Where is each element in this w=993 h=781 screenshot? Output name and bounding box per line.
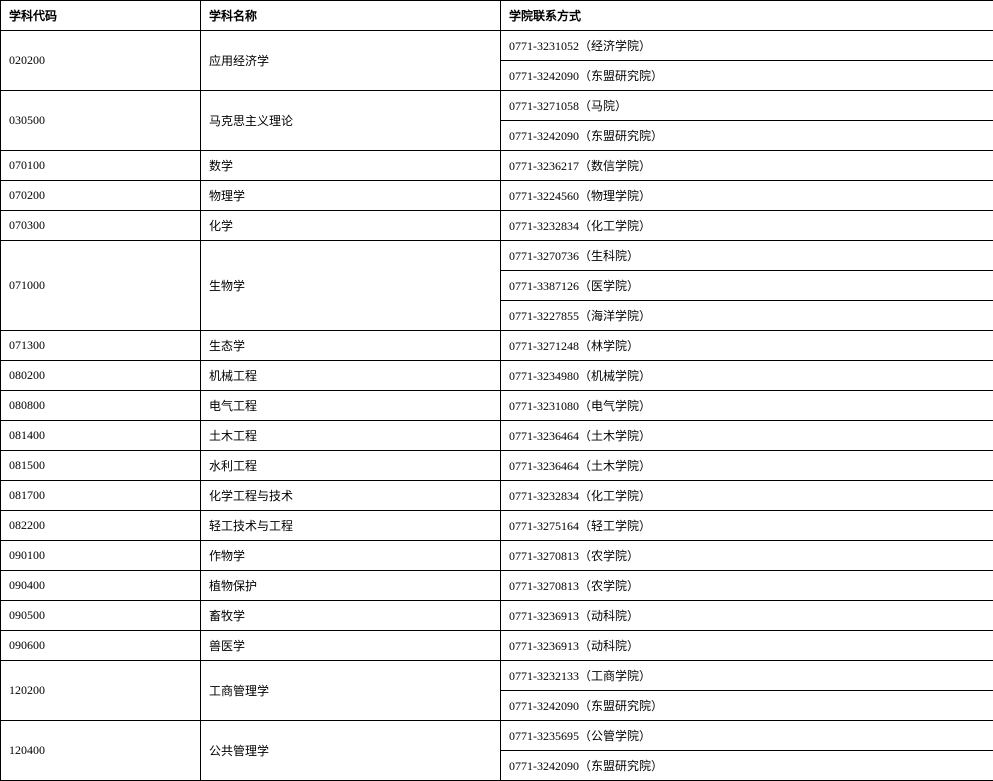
table-row: 090500畜牧学0771-3236913（动科院）: [1, 601, 993, 631]
table-row: 090100作物学0771-3270813（农学院）: [1, 541, 993, 571]
cell-name: 数学: [201, 151, 501, 181]
cell-contact: 0771-3234980（机械学院）: [501, 361, 993, 391]
cell-name: 化学: [201, 211, 501, 241]
table-row: 080200机械工程0771-3234980（机械学院）: [1, 361, 993, 391]
cell-code: 082200: [1, 511, 201, 541]
table-row: 030500马克思主义理论0771-3271058（马院）: [1, 91, 993, 121]
cell-contact: 0771-3242090（东盟研究院）: [501, 691, 993, 721]
cell-name: 土木工程: [201, 421, 501, 451]
cell-code: 120400: [1, 721, 201, 781]
table-row: 090400植物保护0771-3270813（农学院）: [1, 571, 993, 601]
table-row: 120400公共管理学0771-3235695（公管学院）: [1, 721, 993, 751]
table-row: 081400土木工程0771-3236464（土木学院）: [1, 421, 993, 451]
cell-code: 070100: [1, 151, 201, 181]
cell-contact: 0771-3236217（数信学院）: [501, 151, 993, 181]
cell-name: 公共管理学: [201, 721, 501, 781]
cell-contact: 0771-3275164（轻工学院）: [501, 511, 993, 541]
table-header-row: 学科代码 学科名称 学院联系方式: [1, 1, 993, 31]
cell-code: 070200: [1, 181, 201, 211]
column-header-code: 学科代码: [1, 1, 201, 31]
cell-contact: 0771-3242090（东盟研究院）: [501, 751, 993, 781]
cell-contact: 0771-3387126（医学院）: [501, 271, 993, 301]
cell-code: 071300: [1, 331, 201, 361]
cell-contact: 0771-3231052（经济学院）: [501, 31, 993, 61]
table-row: 070100数学0771-3236217（数信学院）: [1, 151, 993, 181]
cell-contact: 0771-3235695（公管学院）: [501, 721, 993, 751]
column-header-contact: 学院联系方式: [501, 1, 993, 31]
cell-name: 物理学: [201, 181, 501, 211]
table-row: 080800电气工程0771-3231080（电气学院）: [1, 391, 993, 421]
cell-contact: 0771-3236464（土木学院）: [501, 421, 993, 451]
cell-contact: 0771-3271058（马院）: [501, 91, 993, 121]
cell-code: 090500: [1, 601, 201, 631]
discipline-table: 学科代码 学科名称 学院联系方式 020200应用经济学0771-3231052…: [0, 0, 993, 781]
cell-name: 应用经济学: [201, 31, 501, 91]
cell-name: 水利工程: [201, 451, 501, 481]
cell-contact: 0771-3271248（林学院）: [501, 331, 993, 361]
cell-code: 090600: [1, 631, 201, 661]
cell-code: 070300: [1, 211, 201, 241]
table-row: 071300生态学0771-3271248（林学院）: [1, 331, 993, 361]
cell-contact: 0771-3242090（东盟研究院）: [501, 121, 993, 151]
column-header-name: 学科名称: [201, 1, 501, 31]
cell-name: 化学工程与技术: [201, 481, 501, 511]
cell-contact: 0771-3270813（农学院）: [501, 541, 993, 571]
cell-code: 080800: [1, 391, 201, 421]
table-row: 070300化学0771-3232834（化工学院）: [1, 211, 993, 241]
cell-contact: 0771-3242090（东盟研究院）: [501, 61, 993, 91]
cell-code: 090400: [1, 571, 201, 601]
table-row: 020200应用经济学0771-3231052（经济学院）: [1, 31, 993, 61]
cell-contact: 0771-3270736（生科院）: [501, 241, 993, 271]
cell-contact: 0771-3224560（物理学院）: [501, 181, 993, 211]
cell-code: 080200: [1, 361, 201, 391]
cell-code: 120200: [1, 661, 201, 721]
table-row: 081500水利工程0771-3236464（土木学院）: [1, 451, 993, 481]
cell-contact: 0771-3236913（动科院）: [501, 601, 993, 631]
cell-contact: 0771-3232133（工商学院）: [501, 661, 993, 691]
cell-name: 轻工技术与工程: [201, 511, 501, 541]
cell-name: 机械工程: [201, 361, 501, 391]
cell-name: 植物保护: [201, 571, 501, 601]
table-row: 090600兽医学0771-3236913（动科院）: [1, 631, 993, 661]
cell-name: 生态学: [201, 331, 501, 361]
cell-name: 工商管理学: [201, 661, 501, 721]
table-row: 082200轻工技术与工程0771-3275164（轻工学院）: [1, 511, 993, 541]
cell-name: 生物学: [201, 241, 501, 331]
cell-code: 020200: [1, 31, 201, 91]
cell-contact: 0771-3270813（农学院）: [501, 571, 993, 601]
cell-name: 马克思主义理论: [201, 91, 501, 151]
cell-contact: 0771-3236913（动科院）: [501, 631, 993, 661]
table-row: 071000生物学0771-3270736（生科院）: [1, 241, 993, 271]
cell-code: 081400: [1, 421, 201, 451]
table-row: 120200工商管理学0771-3232133（工商学院）: [1, 661, 993, 691]
cell-contact: 0771-3231080（电气学院）: [501, 391, 993, 421]
cell-code: 071000: [1, 241, 201, 331]
cell-contact: 0771-3227855（海洋学院）: [501, 301, 993, 331]
cell-name: 作物学: [201, 541, 501, 571]
cell-name: 兽医学: [201, 631, 501, 661]
table-body: 020200应用经济学0771-3231052（经济学院）0771-324209…: [1, 31, 993, 781]
table-row: 070200物理学0771-3224560（物理学院）: [1, 181, 993, 211]
cell-code: 030500: [1, 91, 201, 151]
cell-code: 090100: [1, 541, 201, 571]
cell-name: 畜牧学: [201, 601, 501, 631]
cell-code: 081500: [1, 451, 201, 481]
table-row: 081700化学工程与技术0771-3232834（化工学院）: [1, 481, 993, 511]
cell-code: 081700: [1, 481, 201, 511]
cell-contact: 0771-3232834（化工学院）: [501, 481, 993, 511]
cell-contact: 0771-3236464（土木学院）: [501, 451, 993, 481]
cell-contact: 0771-3232834（化工学院）: [501, 211, 993, 241]
cell-name: 电气工程: [201, 391, 501, 421]
